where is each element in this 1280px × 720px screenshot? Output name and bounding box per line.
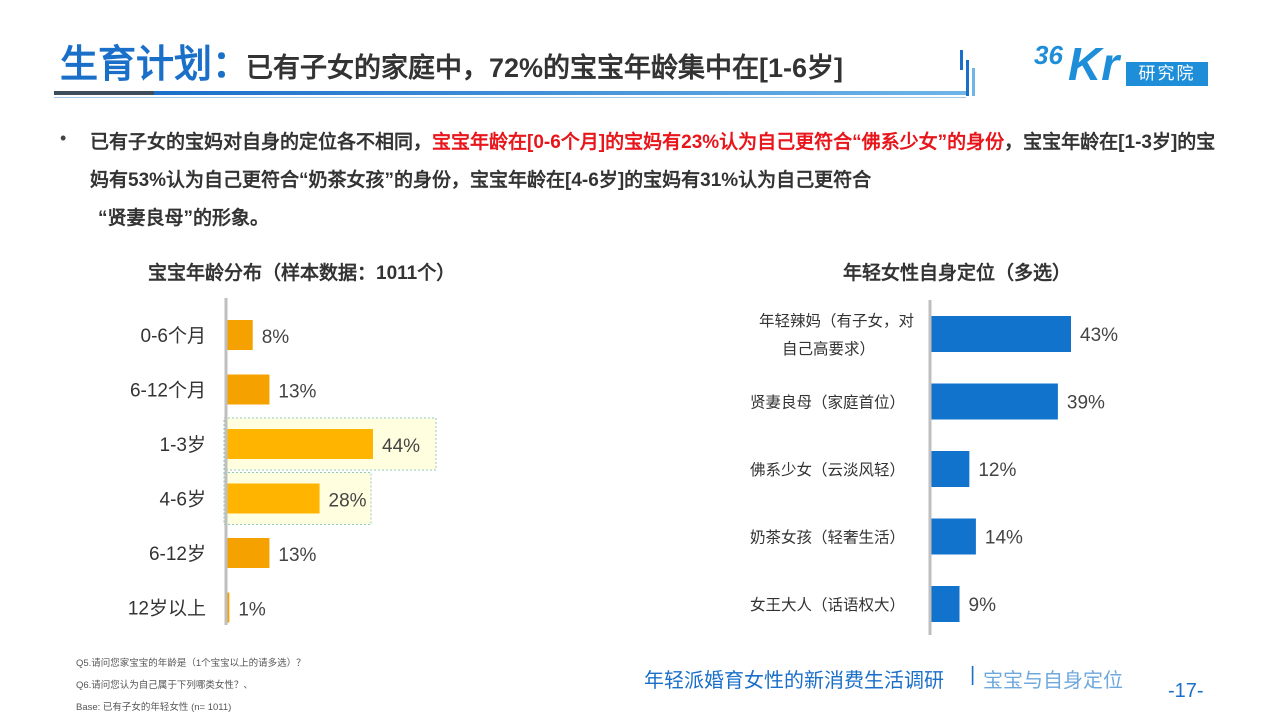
summary-highlight: 宝宝年龄在[0-6个月]的宝妈有23%认为自己更符合“佛系少女”的身份 (432, 132, 1005, 153)
bar (930, 518, 976, 555)
value-label: 39% (1067, 393, 1105, 414)
category-label: 4-6岁 (160, 489, 206, 511)
category-label: 12岁以上 (128, 598, 206, 620)
value-label: 28% (329, 491, 367, 512)
title-underline-thin (54, 97, 966, 98)
bar (930, 451, 970, 487)
value-label: 13% (278, 382, 316, 403)
category-label: 年轻辣妈（有子女，对 (759, 311, 914, 330)
category-label: 贤妻良母（家庭首位） (750, 394, 905, 412)
footer-separator: | (970, 664, 976, 686)
value-label: 14% (985, 528, 1023, 549)
title-underline-dark (54, 91, 154, 95)
title-corner-mark (960, 50, 976, 98)
bullet-icon: • (60, 128, 67, 148)
bar (930, 316, 1071, 352)
value-label: 8% (262, 327, 290, 348)
logo-kr: Kr (1068, 38, 1120, 90)
category-label: 6-12个月 (130, 380, 206, 402)
chart-title-position: 年轻女性自身定位（多选） (843, 263, 1072, 284)
summary-text-3: “贤妻良母”的形象。 (98, 208, 270, 229)
bar (226, 429, 373, 459)
value-label: 13% (278, 545, 316, 566)
value-label: 9% (969, 595, 997, 616)
title-underline-blue (154, 91, 966, 95)
bar (930, 383, 1058, 420)
page-number: -17- (1168, 680, 1204, 702)
footer-report-title: 年轻派婚育女性的新消费生活调研 (644, 670, 944, 692)
logo-36: 36 (1034, 40, 1063, 70)
note-base: Base: 已有子女的年轻女性 (n= 1011) (76, 702, 232, 713)
category-label: 6-12岁 (149, 543, 206, 565)
bar (930, 586, 960, 622)
note-q5: Q5.请问您家宝宝的年龄是（1个宝宝以上的请多选）？ (76, 658, 306, 669)
category-label: 女王大人（话语权大） (750, 595, 905, 614)
bar (226, 374, 270, 405)
logo-research-label: 研究院 (1126, 62, 1208, 86)
value-label: 12% (978, 460, 1016, 481)
bar (226, 483, 320, 514)
age-distribution-chart: 0-6个月 8% 6-12个月 13% 1-3岁 44% 4-6岁 28% 6-12岁 13% 12… (128, 298, 437, 625)
bar (226, 320, 253, 350)
summary-paragraph: 已有子女的宝妈对自身的定位各不相同，宝宝年龄在[0-6个月]的宝妈有23%认为自… (90, 124, 1220, 238)
value-label: 43% (1080, 325, 1118, 346)
summary-text-2: ，宝宝年龄在[1-3岁]的宝妈有53%认为自己更符合“奶茶女孩”的身份，宝宝年龄… (90, 132, 1216, 191)
page-title: 生育计划： (60, 44, 251, 86)
summary-text-1: 已有子女的宝妈对自身的定位各不相同， (90, 132, 433, 153)
value-label: 44% (382, 436, 420, 457)
category-label: 1-3岁 (160, 434, 206, 456)
category-label: 佛系少女（云淡风轻） (750, 460, 905, 479)
category-label: 0-6个月 (141, 325, 206, 347)
bar (226, 592, 230, 623)
footer-section-title: 宝宝与自身定位 (983, 670, 1123, 692)
value-label: 1% (238, 600, 266, 621)
page-subtitle: 已有子女的家庭中，72%的宝宝年龄集中在[1-6岁] (246, 53, 844, 83)
chart-title-age: 宝宝年龄分布（样本数据：1011个） (148, 263, 456, 284)
category-label: 奶茶女孩（轻奢生活） (750, 528, 905, 547)
category-label: 自己高要求） (782, 340, 875, 358)
survey-notes: Q5.请问您家宝宝的年龄是（1个宝宝以上的请多选）？ Q6.请问您认为自己属于下… (76, 653, 306, 719)
bar (226, 538, 270, 568)
note-q6: Q6.请问您认为自己属于下列哪类女性？、 (76, 680, 253, 691)
